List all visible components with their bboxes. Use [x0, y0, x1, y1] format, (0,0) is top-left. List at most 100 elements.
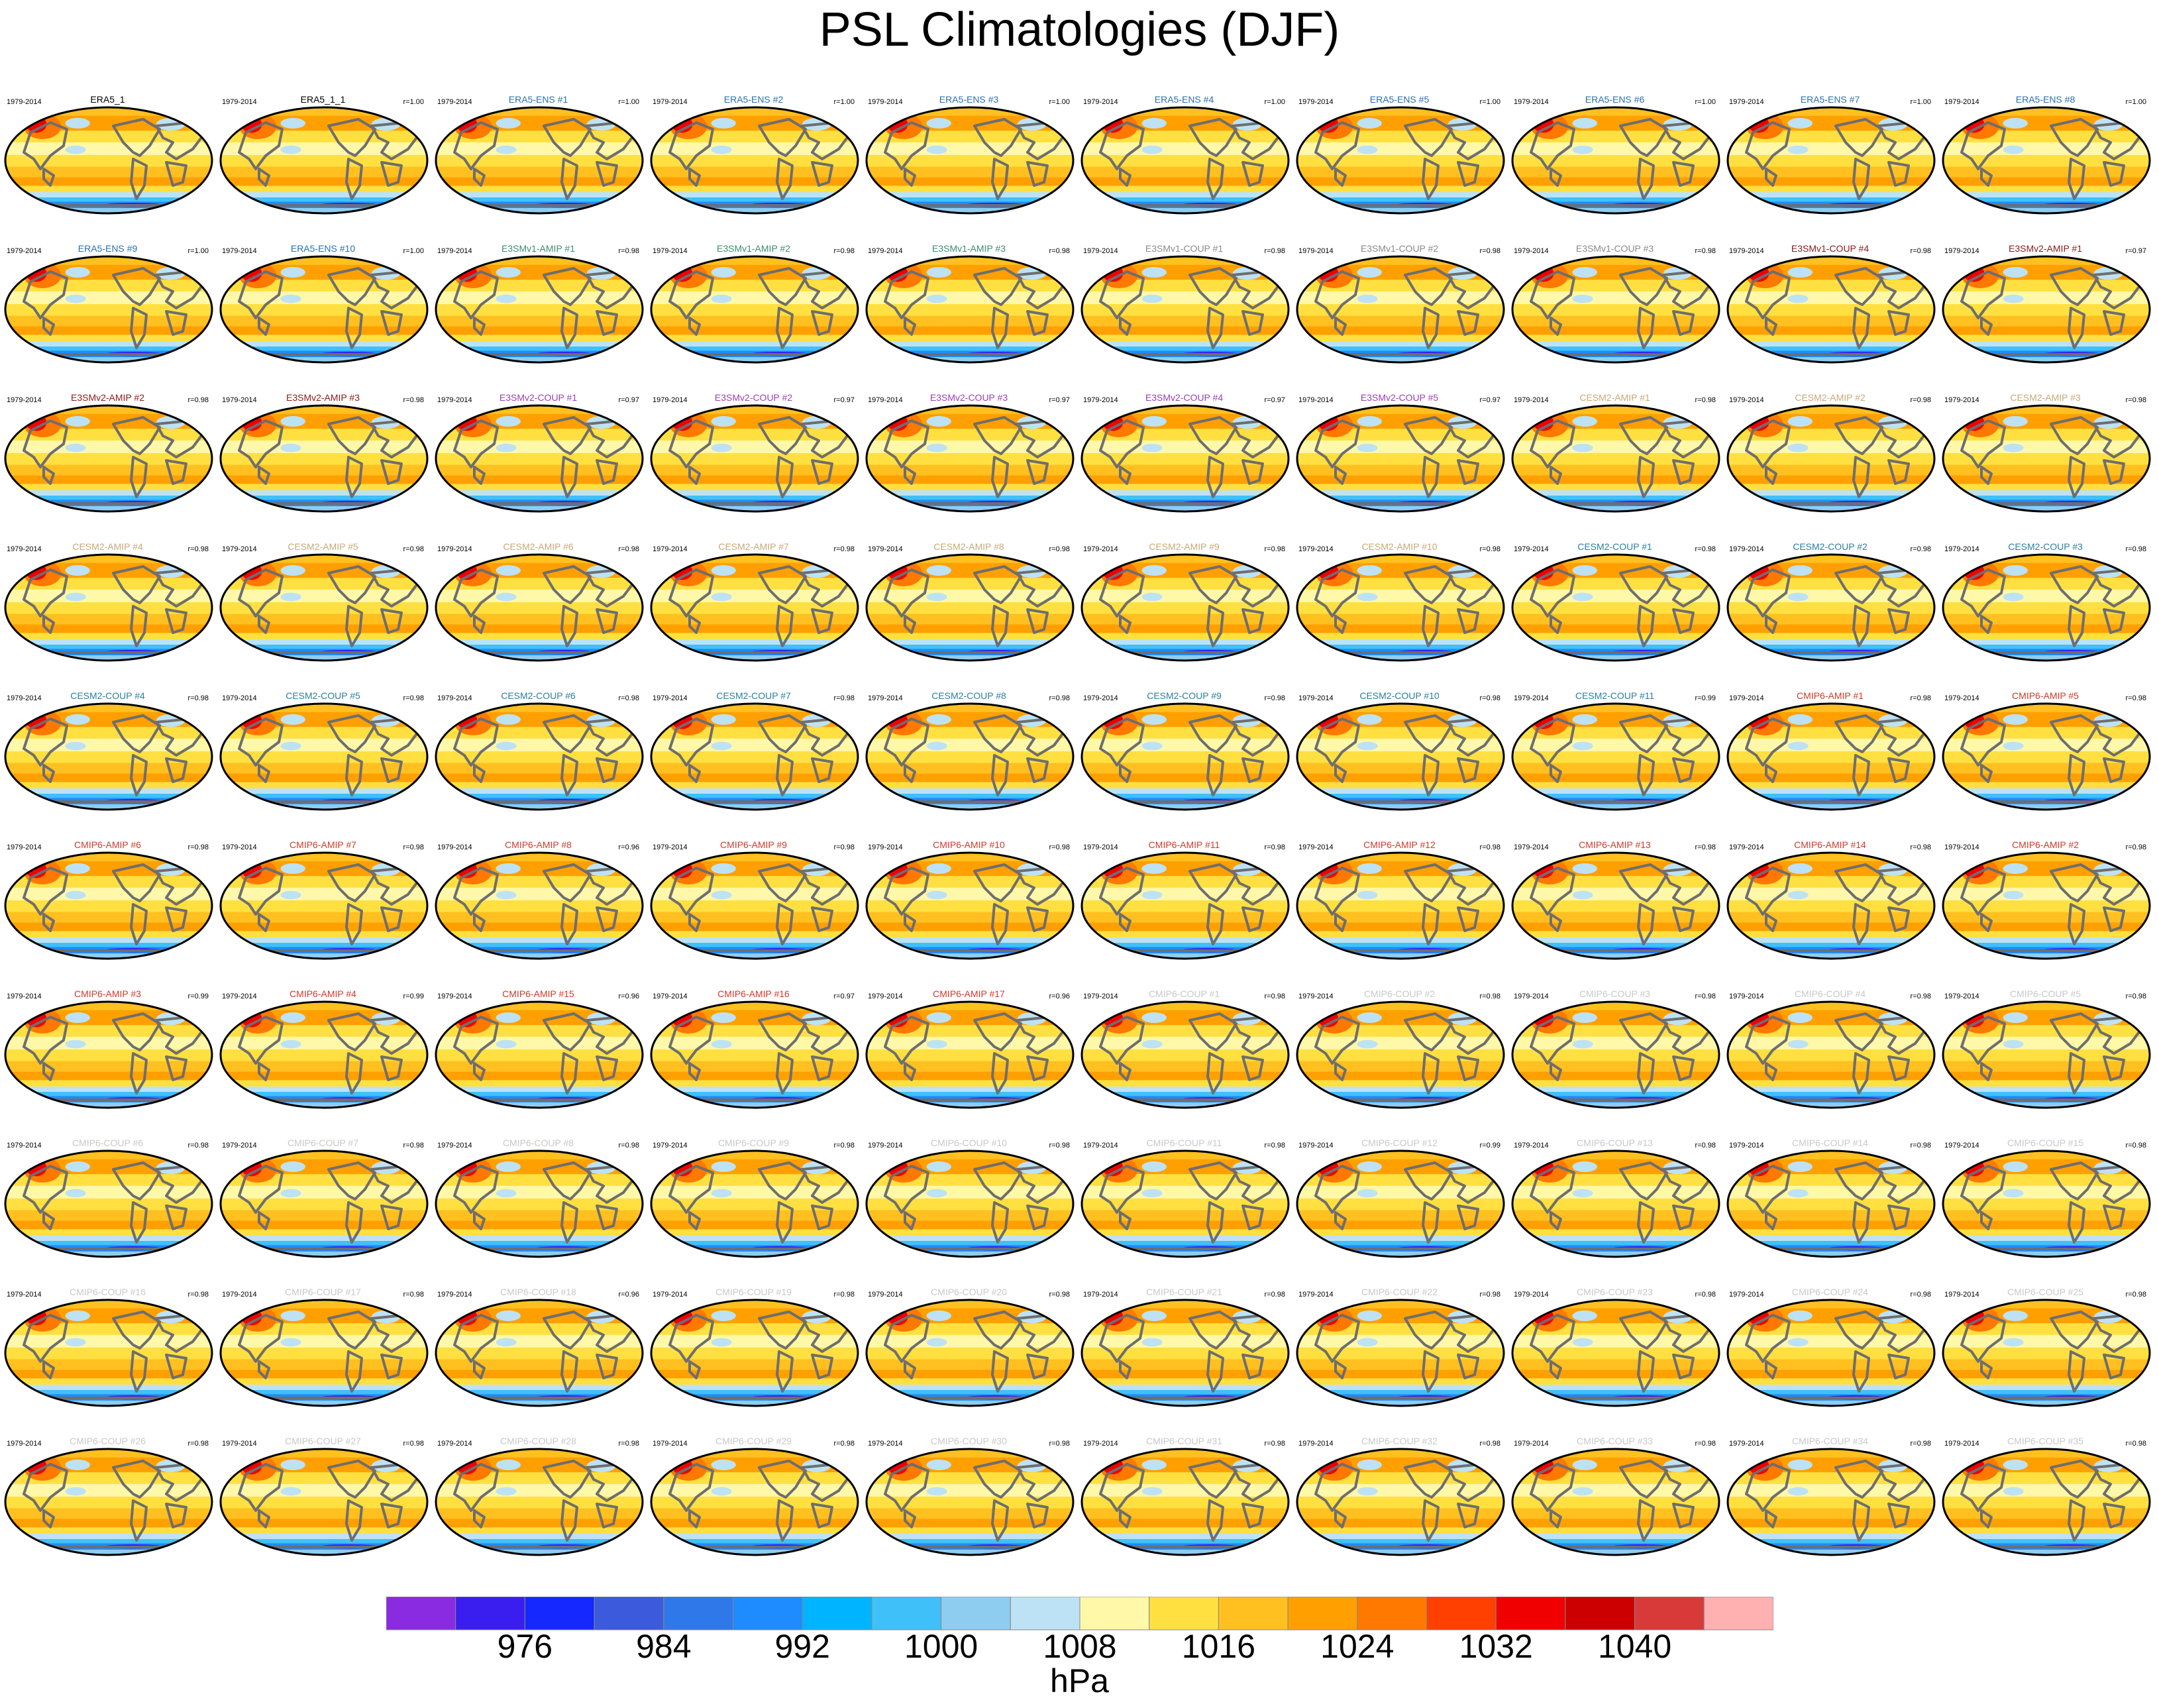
coastline	[596, 1503, 618, 1528]
pressure-band	[1082, 1348, 1289, 1360]
panel-period: 1979-2014	[222, 992, 257, 1000]
map-plot	[219, 851, 429, 960]
panel-title: CMIP6-AMIP #2	[2012, 839, 2079, 850]
map-border	[650, 1448, 859, 1556]
coastline	[543, 863, 592, 902]
coastline	[1672, 906, 1695, 932]
pressure-band	[1728, 773, 1934, 783]
panel-title: CMIP6-AMIP #8	[505, 839, 572, 850]
pressure-band	[5, 1519, 212, 1528]
panel-title: CESM2-AMIP #4	[72, 541, 143, 552]
pressure-band	[1512, 1378, 1719, 1385]
map-panel: 1979-2014 CMIP6-COUP #4 r=0.98	[1722, 974, 1938, 1123]
pressure-band	[1728, 405, 1934, 415]
pressure-band	[1512, 602, 1719, 615]
coastline	[130, 456, 148, 498]
map-border	[1942, 255, 2151, 364]
pressure-band	[867, 326, 1073, 336]
pressure-cell	[711, 443, 732, 453]
pressure-band	[1728, 1092, 1934, 1097]
pressure-band	[1082, 256, 1289, 266]
panel-period: 1979-2014	[868, 98, 903, 106]
coastline	[1188, 1310, 1237, 1350]
map-panel: 1979-2014 CESM2-COUP #3 r=0.98	[1938, 527, 2153, 676]
pressure-band	[221, 496, 427, 501]
map-border	[1080, 404, 1290, 513]
panel-title: ERA5-ENS #3	[939, 94, 999, 105]
pressure-band	[1943, 1449, 2150, 1458]
panel-period: 1979-2014	[653, 1142, 688, 1149]
pressure-band	[651, 1071, 858, 1081]
coastline	[1672, 757, 1695, 783]
pressure-band	[1512, 1519, 1719, 1528]
panel-period: 1979-2014	[1944, 396, 1979, 404]
coastline	[1745, 419, 1791, 468]
pressure-band	[1082, 1369, 1289, 1379]
pressure-band	[1082, 931, 1289, 938]
pressure-band	[436, 887, 643, 901]
coastline	[1637, 754, 1655, 796]
pressure-band	[5, 166, 212, 178]
coastline	[1980, 615, 1993, 634]
pressure-band	[1512, 1508, 1719, 1520]
pressure-band	[1082, 1151, 1289, 1160]
pressure-band	[5, 1385, 212, 1391]
coastline	[1834, 1310, 1883, 1350]
pressure-band	[867, 1534, 1073, 1540]
pressure-band	[867, 704, 1073, 713]
panel-correlation: r=0.99	[403, 992, 425, 1000]
panel-correlation: r=0.96	[1049, 992, 1071, 1000]
coastline	[1457, 1204, 1479, 1230]
pressure-band	[1728, 1002, 1934, 1011]
coastline	[453, 718, 499, 767]
pressure-band	[1512, 639, 1719, 645]
map-plot	[865, 404, 1075, 513]
coastline	[811, 1354, 833, 1379]
pressure-band	[221, 1236, 427, 1242]
coastline	[380, 906, 403, 932]
coastline	[1422, 1499, 1440, 1542]
pressure-band	[436, 256, 643, 266]
map-border	[219, 1448, 429, 1556]
panel-correlation: r=0.98	[1264, 1142, 1286, 1149]
map-panel: 1979-2014 CMIP6-COUP #14 r=0.98	[1722, 1123, 1938, 1272]
panel-correlation: r=0.98	[1910, 396, 1932, 404]
coastline	[776, 605, 794, 647]
pressure-band	[436, 1334, 643, 1348]
coastline	[1834, 565, 1883, 604]
pressure-band	[1728, 208, 1934, 213]
coastline	[2050, 863, 2099, 902]
panel-correlation: r=0.98	[403, 1291, 425, 1299]
coastline	[1334, 1509, 1347, 1528]
pressure-band	[867, 1049, 1073, 1062]
pressure-band	[1728, 887, 1934, 901]
coastline	[884, 1165, 929, 1214]
map-plot	[435, 851, 644, 960]
pressure-band	[1297, 900, 1504, 913]
pressure-cell	[1787, 741, 1809, 751]
panel-title: E3SMv2-COUP #2	[714, 392, 793, 403]
coastline	[1530, 1165, 1575, 1214]
coastline	[991, 1350, 1009, 1393]
panel-period: 1979-2014	[1298, 992, 1334, 1000]
coastline	[1530, 568, 1575, 617]
pressure-band	[651, 341, 858, 347]
pressure-cell	[65, 416, 90, 427]
coastline	[1422, 605, 1440, 647]
pressure-band	[1943, 506, 2150, 511]
pressure-band	[1297, 197, 1504, 203]
pressure-band	[5, 177, 212, 187]
coastline	[1765, 913, 1777, 932]
pressure-band	[651, 1527, 858, 1534]
pressure-band	[5, 1527, 212, 1534]
pressure-band	[1728, 440, 1934, 454]
pressure-band	[5, 1241, 212, 1246]
panel-title: E3SMv1-COUP #1	[1145, 243, 1224, 254]
coastline	[758, 863, 807, 902]
pressure-cell	[65, 1040, 86, 1049]
coastline	[1188, 416, 1237, 455]
coastline	[1887, 161, 1910, 187]
coastline	[758, 565, 807, 604]
coastline	[1672, 1204, 1695, 1230]
pressure-band	[221, 804, 427, 810]
